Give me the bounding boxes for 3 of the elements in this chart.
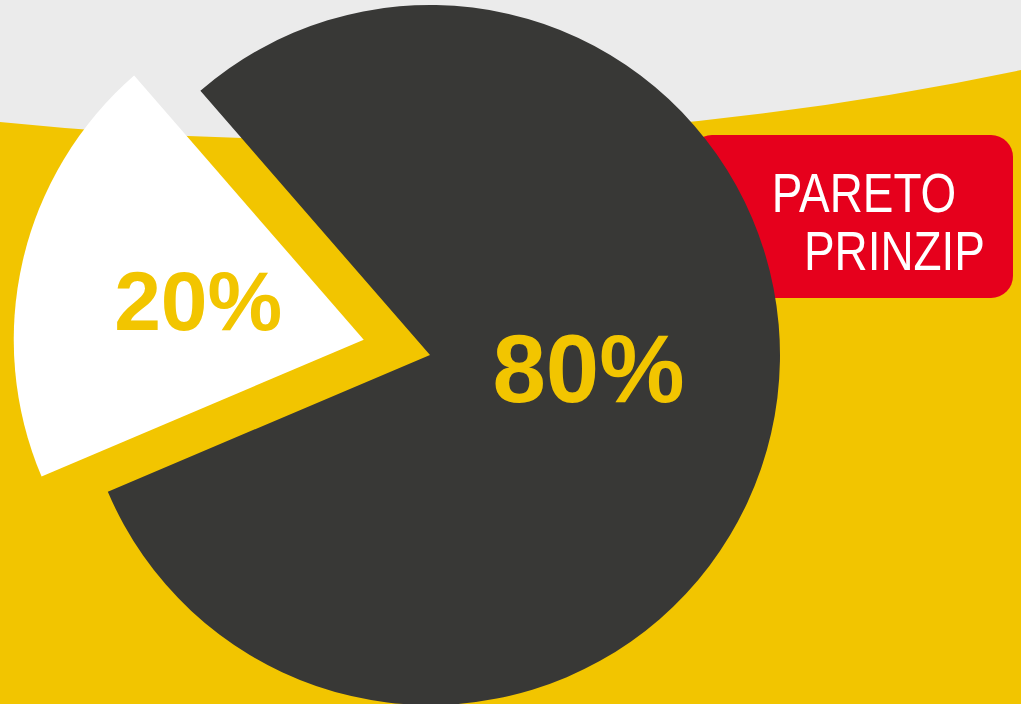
- data-label: 80%: [492, 315, 685, 423]
- data-label: 20%: [114, 254, 283, 349]
- text: PARETO PRINZIP: [771, 161, 985, 283]
